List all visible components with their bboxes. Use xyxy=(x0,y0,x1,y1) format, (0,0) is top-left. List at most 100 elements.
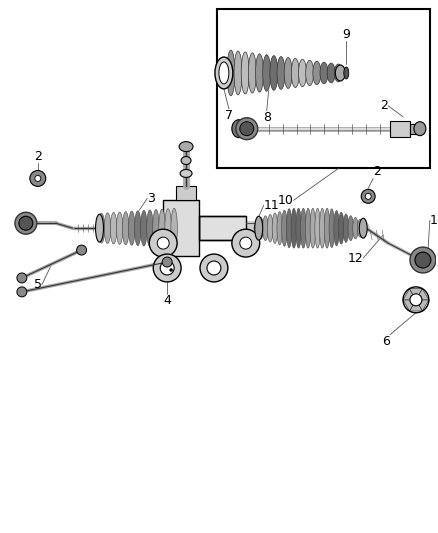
Ellipse shape xyxy=(134,211,141,246)
Ellipse shape xyxy=(180,169,192,177)
Ellipse shape xyxy=(15,212,37,234)
Ellipse shape xyxy=(357,219,363,237)
Circle shape xyxy=(77,245,87,255)
Ellipse shape xyxy=(159,209,165,247)
Circle shape xyxy=(200,254,228,282)
Polygon shape xyxy=(416,300,429,311)
Ellipse shape xyxy=(179,142,193,151)
Ellipse shape xyxy=(117,212,123,244)
Ellipse shape xyxy=(232,120,246,138)
Circle shape xyxy=(35,175,41,181)
Circle shape xyxy=(240,122,254,135)
Ellipse shape xyxy=(348,216,353,240)
Ellipse shape xyxy=(95,214,103,242)
Polygon shape xyxy=(416,289,429,300)
Circle shape xyxy=(410,294,422,306)
Ellipse shape xyxy=(343,214,349,243)
Ellipse shape xyxy=(255,54,264,92)
Text: 8: 8 xyxy=(263,111,271,124)
Bar xyxy=(410,124,420,134)
Text: 4: 4 xyxy=(163,294,171,307)
Circle shape xyxy=(153,254,181,282)
Ellipse shape xyxy=(410,247,436,273)
Ellipse shape xyxy=(320,62,328,84)
Ellipse shape xyxy=(284,58,292,88)
Circle shape xyxy=(17,273,27,283)
Ellipse shape xyxy=(344,67,349,79)
Ellipse shape xyxy=(181,157,191,165)
Ellipse shape xyxy=(310,208,315,248)
Ellipse shape xyxy=(234,51,242,95)
Ellipse shape xyxy=(98,213,105,243)
Ellipse shape xyxy=(327,63,335,83)
Ellipse shape xyxy=(324,208,330,248)
Circle shape xyxy=(361,189,375,203)
Text: 10: 10 xyxy=(278,194,293,207)
Polygon shape xyxy=(163,200,199,256)
Ellipse shape xyxy=(286,209,292,248)
Ellipse shape xyxy=(263,216,268,240)
Ellipse shape xyxy=(282,210,287,246)
Polygon shape xyxy=(410,300,422,311)
Ellipse shape xyxy=(123,212,129,245)
Ellipse shape xyxy=(313,61,321,85)
Ellipse shape xyxy=(258,217,263,239)
Circle shape xyxy=(160,261,174,275)
Text: 2: 2 xyxy=(373,165,381,179)
Ellipse shape xyxy=(353,217,358,239)
Ellipse shape xyxy=(141,211,147,246)
Ellipse shape xyxy=(291,208,297,248)
Ellipse shape xyxy=(414,122,426,135)
Ellipse shape xyxy=(334,211,339,246)
Ellipse shape xyxy=(165,209,171,248)
Ellipse shape xyxy=(296,208,301,248)
Ellipse shape xyxy=(339,212,344,244)
Text: 2: 2 xyxy=(380,99,388,112)
Circle shape xyxy=(232,229,260,257)
Circle shape xyxy=(19,216,33,230)
Polygon shape xyxy=(410,289,422,300)
Ellipse shape xyxy=(315,208,320,248)
Ellipse shape xyxy=(147,210,153,246)
Ellipse shape xyxy=(270,55,278,90)
Circle shape xyxy=(17,287,27,297)
Ellipse shape xyxy=(153,209,159,247)
Ellipse shape xyxy=(255,216,263,240)
Circle shape xyxy=(30,171,46,187)
Text: 11: 11 xyxy=(264,199,279,212)
Ellipse shape xyxy=(219,62,229,84)
Text: 1: 1 xyxy=(430,214,438,227)
Ellipse shape xyxy=(329,209,335,247)
Ellipse shape xyxy=(110,213,117,244)
Ellipse shape xyxy=(299,59,307,86)
Ellipse shape xyxy=(227,50,235,96)
Bar xyxy=(199,216,246,240)
Circle shape xyxy=(240,237,252,249)
Circle shape xyxy=(157,237,169,249)
Ellipse shape xyxy=(128,211,135,245)
Ellipse shape xyxy=(359,218,367,238)
Circle shape xyxy=(415,252,431,268)
Text: 12: 12 xyxy=(347,252,363,264)
Ellipse shape xyxy=(236,118,258,140)
Ellipse shape xyxy=(215,57,233,89)
Circle shape xyxy=(170,269,173,271)
Text: 3: 3 xyxy=(147,192,155,205)
Bar xyxy=(217,9,430,168)
Text: 2: 2 xyxy=(34,150,42,163)
Polygon shape xyxy=(403,289,416,300)
Polygon shape xyxy=(403,300,416,311)
Ellipse shape xyxy=(268,214,273,242)
Text: 6: 6 xyxy=(382,335,390,348)
Circle shape xyxy=(365,193,371,199)
Circle shape xyxy=(162,257,172,267)
Ellipse shape xyxy=(248,53,256,93)
Ellipse shape xyxy=(277,212,283,245)
Ellipse shape xyxy=(320,208,325,248)
Text: 9: 9 xyxy=(343,28,350,41)
Ellipse shape xyxy=(241,52,249,94)
Ellipse shape xyxy=(171,208,177,248)
Circle shape xyxy=(207,261,221,275)
Ellipse shape xyxy=(104,213,111,244)
Ellipse shape xyxy=(306,60,314,86)
